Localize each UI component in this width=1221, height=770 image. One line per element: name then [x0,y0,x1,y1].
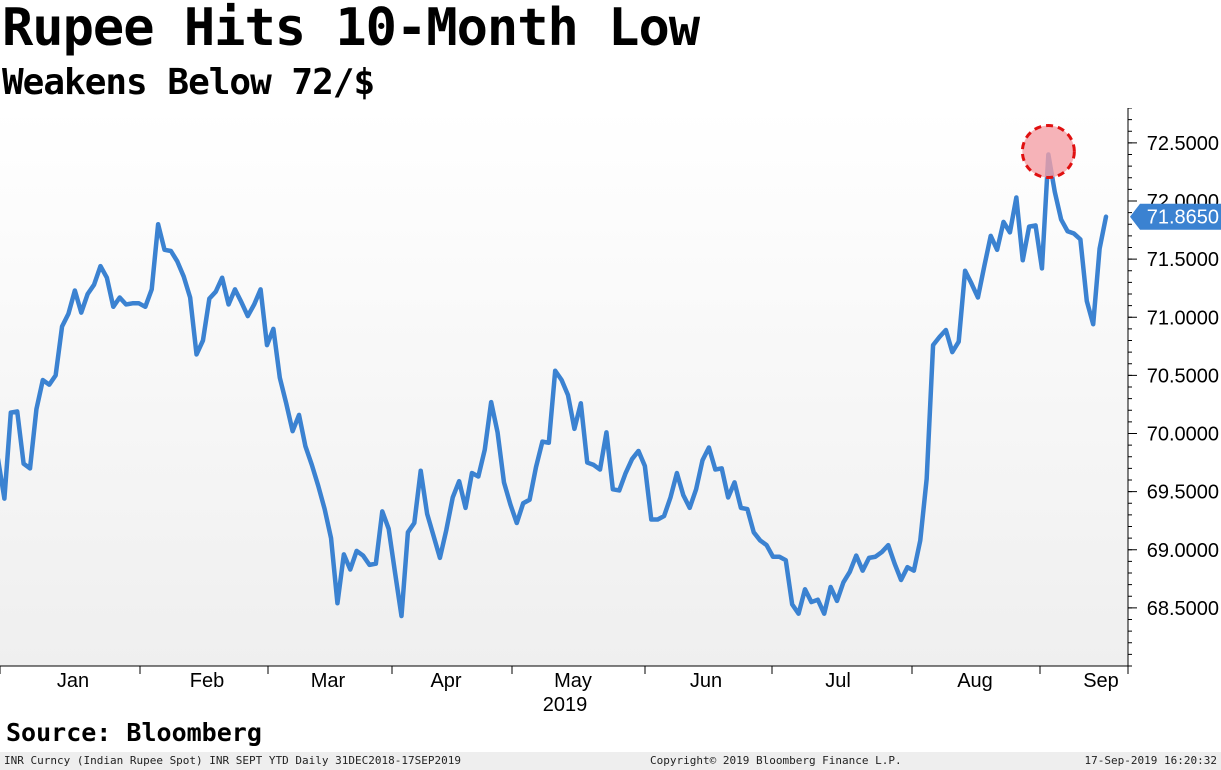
series-layer [0,152,1109,619]
footer-ticker-info: INR Curncy (Indian Rupee Spot) INR SEPT … [4,754,461,767]
source-label: Source: Bloomberg [6,718,262,747]
page-subtitle: Weakens Below 72/$ [2,62,375,103]
peak-highlight-circle [1020,124,1076,179]
line-chart: 68.5000 69.0000 69.5000 70.0000 70.5000 71.00… [0,108,1221,716]
footer-copyright: Copyright© 2019 Bloomberg Finance L.P. [650,754,902,767]
y-tick-label: 72.5000 [1147,133,1219,155]
y-tick-label: 69.0000 [1147,540,1219,562]
x-year-label: 2019 [543,694,588,716]
x-tick-label: Aug [957,670,993,692]
y-tick-label: 70.5000 [1147,365,1219,387]
x-tick-label: Jul [825,670,851,692]
x-tick-label: Jan [57,670,89,692]
last-value-tag: 71.8650 [1130,203,1221,230]
x-tick-label: Apr [430,670,461,692]
x-tick-label: Sep [1083,670,1119,692]
peak-highlight [1020,124,1076,179]
y-tick-label: 71.0000 [1147,307,1219,329]
x-tick-label: Mar [311,670,346,692]
x-tick-label: Feb [190,670,224,692]
y-tick-label: 69.5000 [1147,482,1219,504]
footer-bar: INR Curncy (Indian Rupee Spot) INR SEPT … [0,752,1221,770]
page-title: Rupee Hits 10-Month Low [2,0,700,58]
y-tick-label: 68.5000 [1147,598,1219,620]
last-value-label: 71.8650 [1147,207,1219,229]
last-value-tag-shape [1130,203,1221,230]
y-tick-label: 71.5000 [1147,249,1219,271]
x-tick-label: May [554,670,592,692]
x-tick-label: Jun [690,670,722,692]
axes: 68.5000 69.0000 69.5000 70.0000 70.5000 71.00… [0,108,1219,716]
y-tick-label: 70.0000 [1147,424,1219,446]
series-line [0,152,1109,619]
footer-timestamp: 17-Sep-2019 16:20:32 [1084,754,1217,767]
